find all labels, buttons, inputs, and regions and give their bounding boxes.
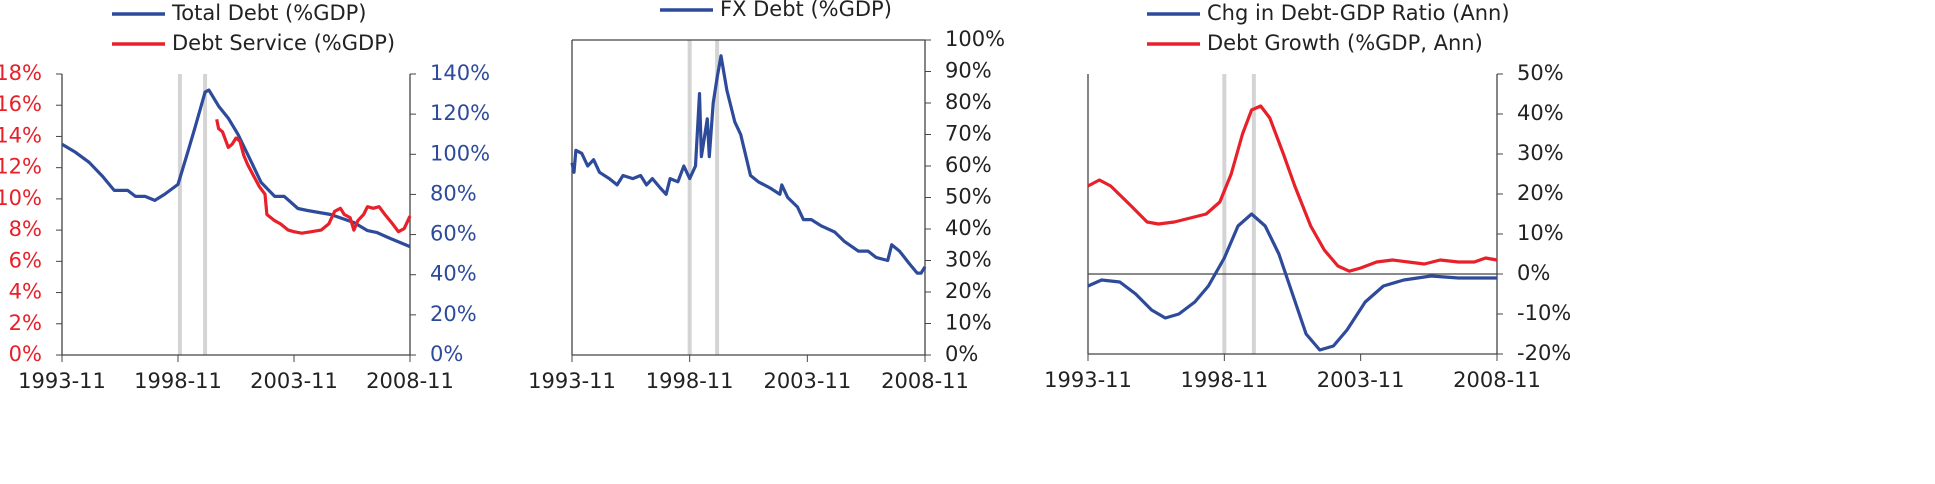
y-tick-label: 18% [0, 61, 42, 85]
y2-tick-label: 40% [1517, 101, 1564, 125]
legend-label: Chg in Debt-GDP Ratio (Ann) [1207, 1, 1510, 25]
y-tick-label: 8% [9, 217, 42, 241]
y2-tick-label: -20% [1517, 341, 1571, 365]
y2-tick-label: 10% [945, 311, 992, 335]
data-line [1087, 212, 1497, 352]
data-line [61, 88, 411, 249]
x-tick-label: 2003-11 [763, 369, 851, 393]
y-tick-label: 16% [0, 92, 42, 116]
data-line [1087, 104, 1498, 273]
x-tick-label: 1993-11 [1044, 368, 1132, 392]
x-tick-label: 2003-11 [250, 369, 338, 393]
y2-tick-label: 60% [430, 222, 477, 246]
y-tick-label: 10% [0, 186, 42, 210]
y2-tick-label: 30% [1517, 141, 1564, 165]
y2-tick-label: 30% [945, 248, 992, 272]
legend-label: Total Debt (%GDP) [171, 1, 367, 25]
y2-tick-label: 80% [430, 181, 477, 205]
y2-tick-label: 120% [430, 101, 490, 125]
y2-tick-label: 40% [945, 216, 992, 240]
y-tick-label: 12% [0, 155, 42, 179]
y2-tick-label: 20% [945, 279, 992, 303]
x-tick-label: 2008-11 [881, 369, 969, 393]
x-tick-label: 2008-11 [366, 369, 454, 393]
y2-tick-label: 100% [945, 27, 1005, 51]
legend-label: Debt Service (%GDP) [172, 31, 395, 55]
x-tick-label: 1998-11 [134, 369, 222, 393]
y2-tick-label: 0% [430, 342, 463, 366]
x-tick-label: 1998-11 [646, 369, 734, 393]
legend-label: Debt Growth (%GDP, Ann) [1207, 31, 1483, 55]
y2-tick-label: 0% [945, 342, 978, 366]
y2-tick-label: 10% [1517, 221, 1564, 245]
y2-tick-label: 50% [1517, 61, 1564, 85]
y-tick-label: 14% [0, 123, 42, 147]
y-tick-label: 2% [9, 311, 42, 335]
x-tick-label: 2008-11 [1453, 368, 1541, 392]
y-tick-label: 6% [9, 248, 42, 272]
data-line [570, 54, 927, 275]
x-tick-label: 1998-11 [1180, 368, 1268, 392]
y2-tick-label: 40% [430, 262, 477, 286]
y2-tick-label: -10% [1517, 301, 1571, 325]
y2-tick-label: 80% [945, 90, 992, 114]
y-tick-label: 0% [9, 342, 42, 366]
x-tick-label: 1993-11 [528, 369, 616, 393]
y2-tick-label: 50% [945, 185, 992, 209]
x-tick-label: 2003-11 [1317, 368, 1405, 392]
y2-tick-label: 20% [430, 302, 477, 326]
y-tick-label: 4% [9, 280, 42, 304]
y2-tick-label: 100% [430, 141, 490, 165]
y2-tick-label: 20% [1517, 181, 1564, 205]
data-line [215, 118, 412, 235]
y2-tick-label: 90% [945, 59, 992, 83]
y2-tick-label: 0% [1517, 261, 1550, 285]
y2-tick-label: 60% [945, 153, 992, 177]
y2-tick-label: 140% [430, 61, 490, 85]
x-tick-label: 1993-11 [18, 369, 106, 393]
legend-label: FX Debt (%GDP) [720, 0, 892, 21]
y2-tick-label: 70% [945, 122, 992, 146]
